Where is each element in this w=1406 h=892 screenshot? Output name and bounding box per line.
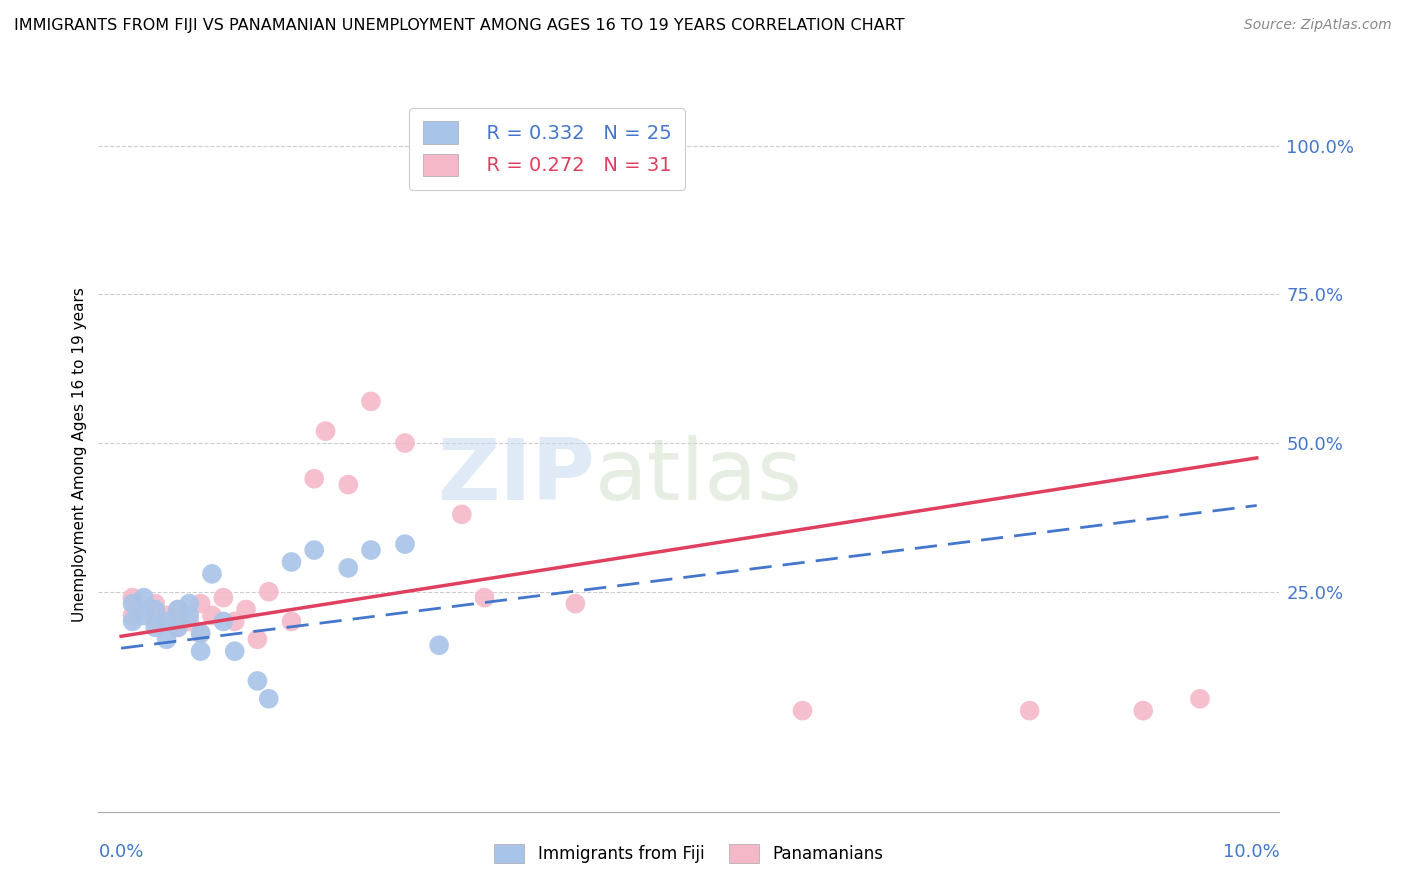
Point — [302, 543, 325, 558]
Text: IMMIGRANTS FROM FIJI VS PANAMANIAN UNEMPLOYMENT AMONG AGES 16 TO 19 YEARS CORREL: IMMIGRANTS FROM FIJI VS PANAMANIAN UNEMP… — [14, 18, 904, 33]
Point — [190, 597, 212, 611]
Point — [474, 591, 496, 605]
Point — [257, 584, 280, 599]
Point — [394, 436, 416, 450]
Text: 10.0%: 10.0% — [1223, 843, 1279, 861]
Text: Source: ZipAtlas.com: Source: ZipAtlas.com — [1244, 18, 1392, 32]
Point — [201, 566, 224, 581]
Point — [132, 602, 155, 616]
Point — [179, 608, 201, 623]
Point — [143, 597, 166, 611]
Point — [235, 602, 257, 616]
Point — [564, 597, 586, 611]
Point — [143, 620, 166, 634]
Point — [427, 638, 450, 652]
Point — [155, 632, 177, 647]
Text: 0.0%: 0.0% — [98, 843, 143, 861]
Point — [132, 608, 155, 623]
Point — [246, 632, 269, 647]
Point — [167, 602, 190, 616]
Legend: Immigrants from Fiji, Panamanians: Immigrants from Fiji, Panamanians — [482, 832, 896, 875]
Point — [201, 608, 224, 623]
Point — [246, 673, 269, 688]
Point — [1188, 691, 1211, 706]
Point — [1018, 704, 1040, 718]
Point — [360, 543, 382, 558]
Text: ZIP: ZIP — [437, 434, 595, 518]
Point — [167, 620, 190, 634]
Point — [212, 591, 235, 605]
Point — [280, 615, 302, 629]
Point — [121, 591, 143, 605]
Point — [121, 608, 143, 623]
Point — [190, 626, 212, 640]
Point — [360, 394, 382, 409]
Point — [132, 591, 155, 605]
Point — [792, 704, 814, 718]
Point — [450, 508, 472, 522]
Point — [224, 615, 246, 629]
Point — [224, 644, 246, 658]
Point — [121, 615, 143, 629]
Point — [143, 602, 166, 616]
Point — [337, 561, 360, 575]
Point — [121, 597, 143, 611]
Text: atlas: atlas — [595, 434, 803, 518]
Point — [280, 555, 302, 569]
Point — [143, 615, 166, 629]
Point — [179, 615, 201, 629]
Point — [167, 602, 190, 616]
Point — [167, 620, 190, 634]
Point — [190, 626, 212, 640]
Point — [155, 615, 177, 629]
Point — [190, 644, 212, 658]
Point — [179, 597, 201, 611]
Point — [394, 537, 416, 551]
Y-axis label: Unemployment Among Ages 16 to 19 years: Unemployment Among Ages 16 to 19 years — [72, 287, 87, 623]
Point — [302, 472, 325, 486]
Point — [1132, 704, 1154, 718]
Point — [315, 424, 337, 438]
Point — [337, 477, 360, 491]
Point — [257, 691, 280, 706]
Point — [212, 615, 235, 629]
Point — [621, 138, 644, 153]
Point — [155, 608, 177, 623]
